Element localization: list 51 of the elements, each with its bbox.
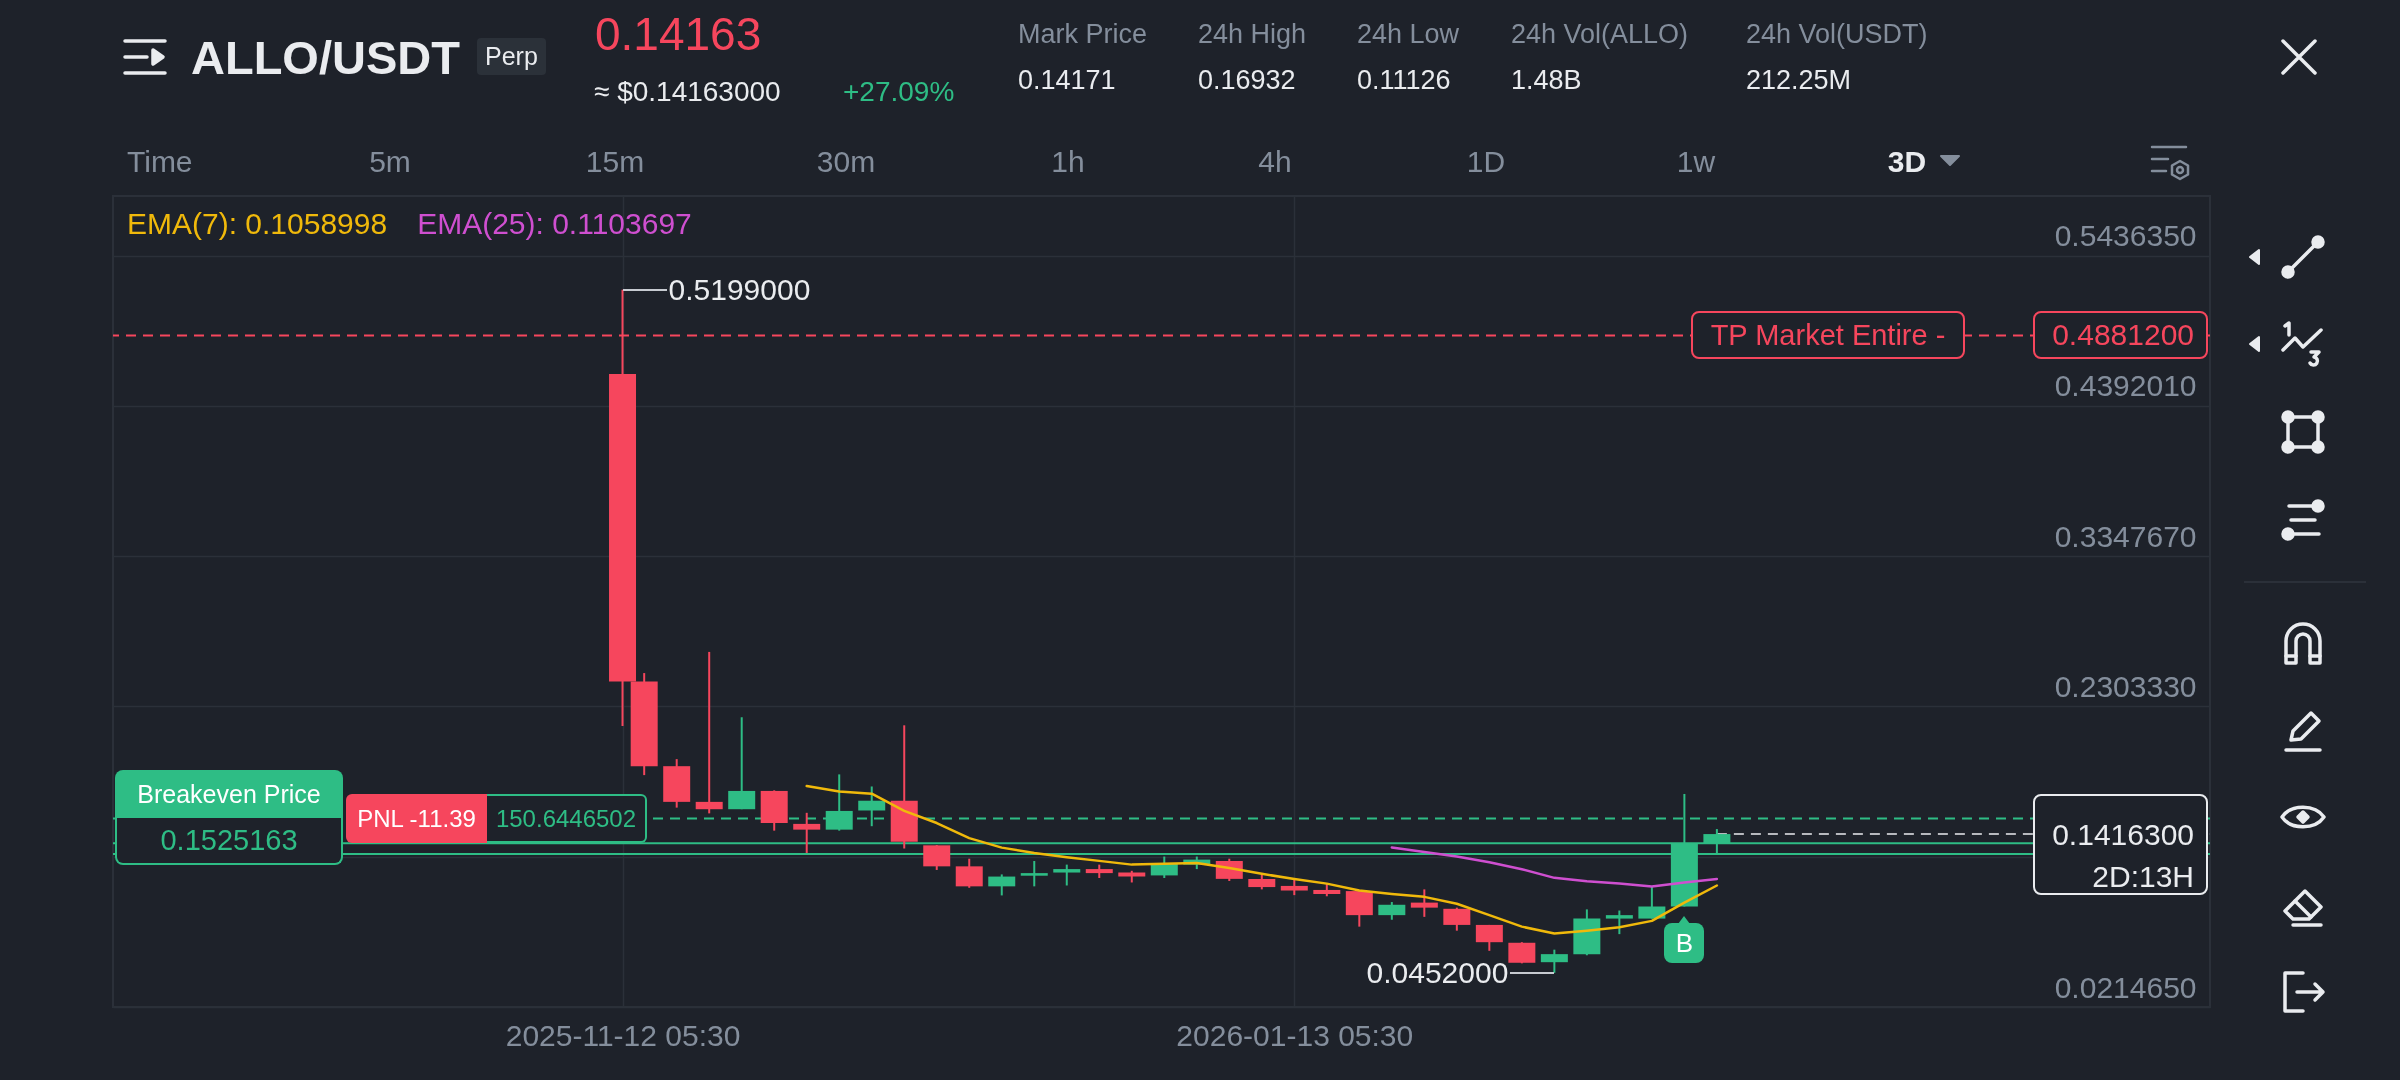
text: 1w <box>1676 145 1716 178</box>
ref-line-label: TP Market Entire - <box>1710 318 1946 351</box>
text: 1.48B <box>1511 65 1582 95</box>
text: 0.14163 <box>595 8 762 60</box>
label-tag: Breakeven Price <box>115 770 343 819</box>
price-tag: 0.1416300 2D:13H <box>2033 794 2208 896</box>
badge: Perp <box>477 38 546 75</box>
label-tag: 0.1525163 <box>115 818 343 866</box>
x-tick-label: 2025-11-12 05:30 <box>505 1018 741 1052</box>
text: Mark Price <box>1018 19 1148 49</box>
text: 0.11126 <box>1357 65 1451 95</box>
pnl-tag: PNL -11.39 <box>346 794 487 844</box>
text: 0.14171 <box>1018 65 1116 95</box>
text: 24h Low <box>1357 19 1460 49</box>
text: 24h Vol(USDT) <box>1746 19 1928 49</box>
pnl-tag: 150.6446502 <box>487 794 647 844</box>
text: 1D <box>1466 145 1506 178</box>
label-tag: TP Market Entire - <box>1691 311 1965 360</box>
text: 24h High <box>1198 19 1307 49</box>
annotation: 2D:13H <box>2092 860 2194 894</box>
annotation: 0.1525163 <box>160 824 298 857</box>
text: +27.09% <box>843 76 955 107</box>
text: 0.16932 <box>1198 65 1296 95</box>
ref-line-label: 0.1416300 <box>2052 818 2194 852</box>
y-tick-label: 0.4392010 <box>2054 369 2197 403</box>
text: 5m <box>369 145 411 178</box>
y-tick-label: 0.3347670 <box>2054 519 2197 553</box>
text: Time <box>127 145 193 178</box>
text: 1h <box>1051 145 1085 178</box>
annotation: 0.4881200 <box>2052 318 2194 352</box>
text: 3D <box>1887 145 1927 178</box>
y-tick-label: 0.0214650 <box>2054 970 2197 1004</box>
text: EMA(7): 0.1058998 <box>127 207 388 240</box>
annotation: 0.5199000 <box>668 272 811 306</box>
text: 4h <box>1258 145 1292 178</box>
y-tick-label: 0.2303330 <box>2054 669 2197 703</box>
annotation: 0.0452000 <box>1366 955 1509 989</box>
text: ≈ $0.14163000 <box>594 76 781 107</box>
y-tick-label: 0.5436350 <box>2054 219 2197 253</box>
ref-line-label: Breakeven Price <box>137 779 321 808</box>
text: EMA(25): 0.1103697 <box>417 207 692 240</box>
text: 30m <box>816 145 876 178</box>
annotation: B <box>1675 928 1694 959</box>
text: 15m <box>585 145 645 178</box>
text: 212.25M <box>1746 65 1852 95</box>
chart-title: ALLO/USDT <box>191 31 460 84</box>
text: 24h Vol(ALLO) <box>1511 19 1689 49</box>
x-tick-label: 2026-01-13 05:30 <box>1176 1018 1414 1052</box>
annotation: PNL -11.39 <box>357 804 476 832</box>
price-tag: 0.4881200 <box>2033 311 2208 360</box>
annotation: 150.6446502 <box>495 804 637 832</box>
